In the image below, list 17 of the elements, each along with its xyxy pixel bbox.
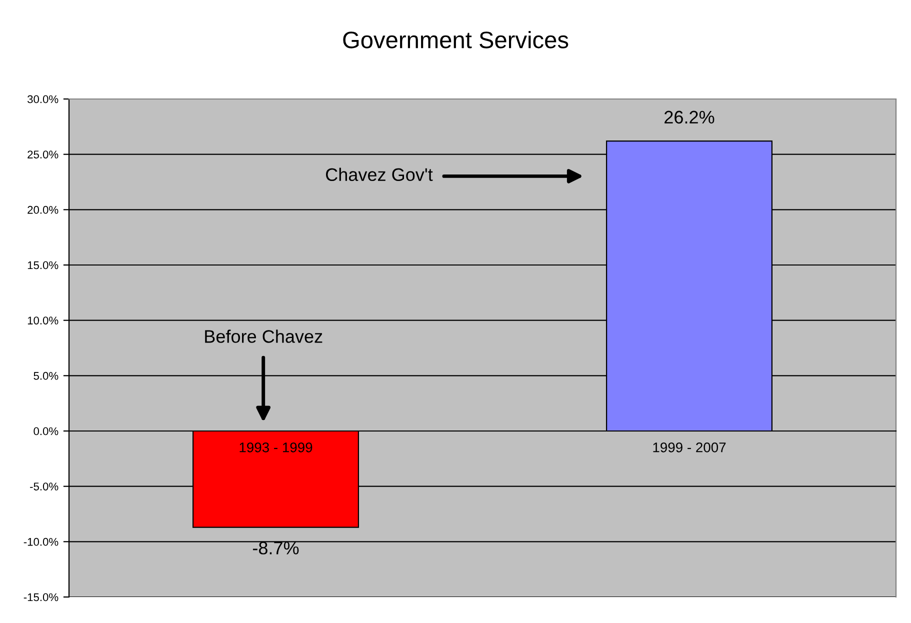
y-tick-label: -5.0% — [30, 482, 58, 490]
x-tick-label: 1993 - 1999 — [240, 442, 312, 452]
annotation: Chavez Gov't — [326, 168, 433, 182]
y-tick-label: 0.0% — [34, 427, 58, 436]
y-tick-label: -10.0% — [24, 538, 58, 546]
y-tick-label: 30.0% — [28, 95, 58, 104]
y-tick-label: 25.0% — [28, 150, 58, 158]
y-tick-label: 5.0% — [34, 372, 58, 380]
y-tick-label: -15.0% — [24, 593, 58, 602]
data-label: 26.2% — [664, 110, 714, 124]
y-tick-label: 15.0% — [28, 261, 58, 270]
x-tick-label: 1999 - 2007 — [653, 442, 726, 452]
chart-title: Government Services — [343, 30, 568, 48]
annotation: Before Chavez — [205, 330, 322, 343]
y-tick-label: 10.0% — [28, 316, 58, 324]
data-label: -8.7% — [252, 542, 299, 554]
y-tick-label: 20.0% — [28, 206, 58, 214]
